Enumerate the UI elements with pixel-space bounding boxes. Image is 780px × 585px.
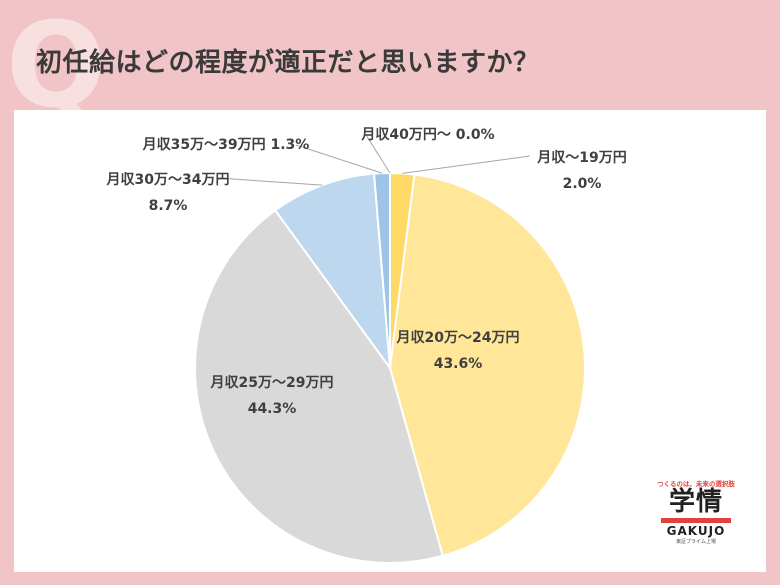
leader-lines	[217, 134, 531, 186]
slice-1-label: 月収20万〜24万円	[396, 329, 520, 346]
slice-2-value: 44.3%	[248, 401, 297, 417]
slice-3-label: 月収30万〜34万円	[106, 171, 230, 188]
slice-3-leader	[217, 177, 323, 186]
slice-3-wedge	[273, 172, 392, 372]
slice-3-value: 8.7%	[149, 198, 188, 214]
chart-panel: 月収〜19万円 2.0% 月収20万〜24万円 43.6% 月収25万〜29万円 44.3…	[14, 110, 766, 572]
slice-labels: 月収〜19万円 2.0% 月収20万〜24万円 43.6% 月収25万〜29万円 44.3…	[106, 126, 627, 417]
slice-0-label: 月収〜19万円	[536, 149, 626, 166]
slice-5-label: 月収40万円〜 0.0%	[360, 126, 494, 143]
slice-0-leader	[402, 155, 531, 174]
slice-1-wedge	[388, 173, 586, 557]
slice-1-value: 43.6%	[434, 356, 483, 372]
slice-2-wedge	[194, 208, 444, 564]
logo-bar	[661, 517, 731, 523]
slice-2-label: 月収25万〜29万円	[210, 374, 334, 391]
slice-4-label: 月収35万〜39万円 1.3%	[142, 136, 310, 153]
q-badge: Q	[6, 0, 107, 134]
logo-tagline: つくるのは、未来の選択肢	[657, 480, 735, 488]
gakujo-logo: つくるのは、未来の選択肢 学情 GAKUJO 東証プライム上場	[646, 478, 746, 558]
slice-4-leader	[295, 144, 383, 174]
logo-kanji: 学情	[668, 487, 723, 517]
logo-sub: 東証プライム上場	[676, 538, 716, 545]
pie-slices	[194, 171, 586, 564]
question-title: 初任給はどの程度が適正だと思いますか？	[36, 48, 540, 78]
slice-5-leader	[365, 134, 391, 174]
slice-0-value: 2.0%	[563, 176, 602, 192]
logo-name: GAKUJO	[666, 523, 726, 538]
pie-chart: 月収〜19万円 2.0% 月収20万〜24万円 43.6% 月収25万〜29万円 44.3…	[106, 126, 627, 564]
